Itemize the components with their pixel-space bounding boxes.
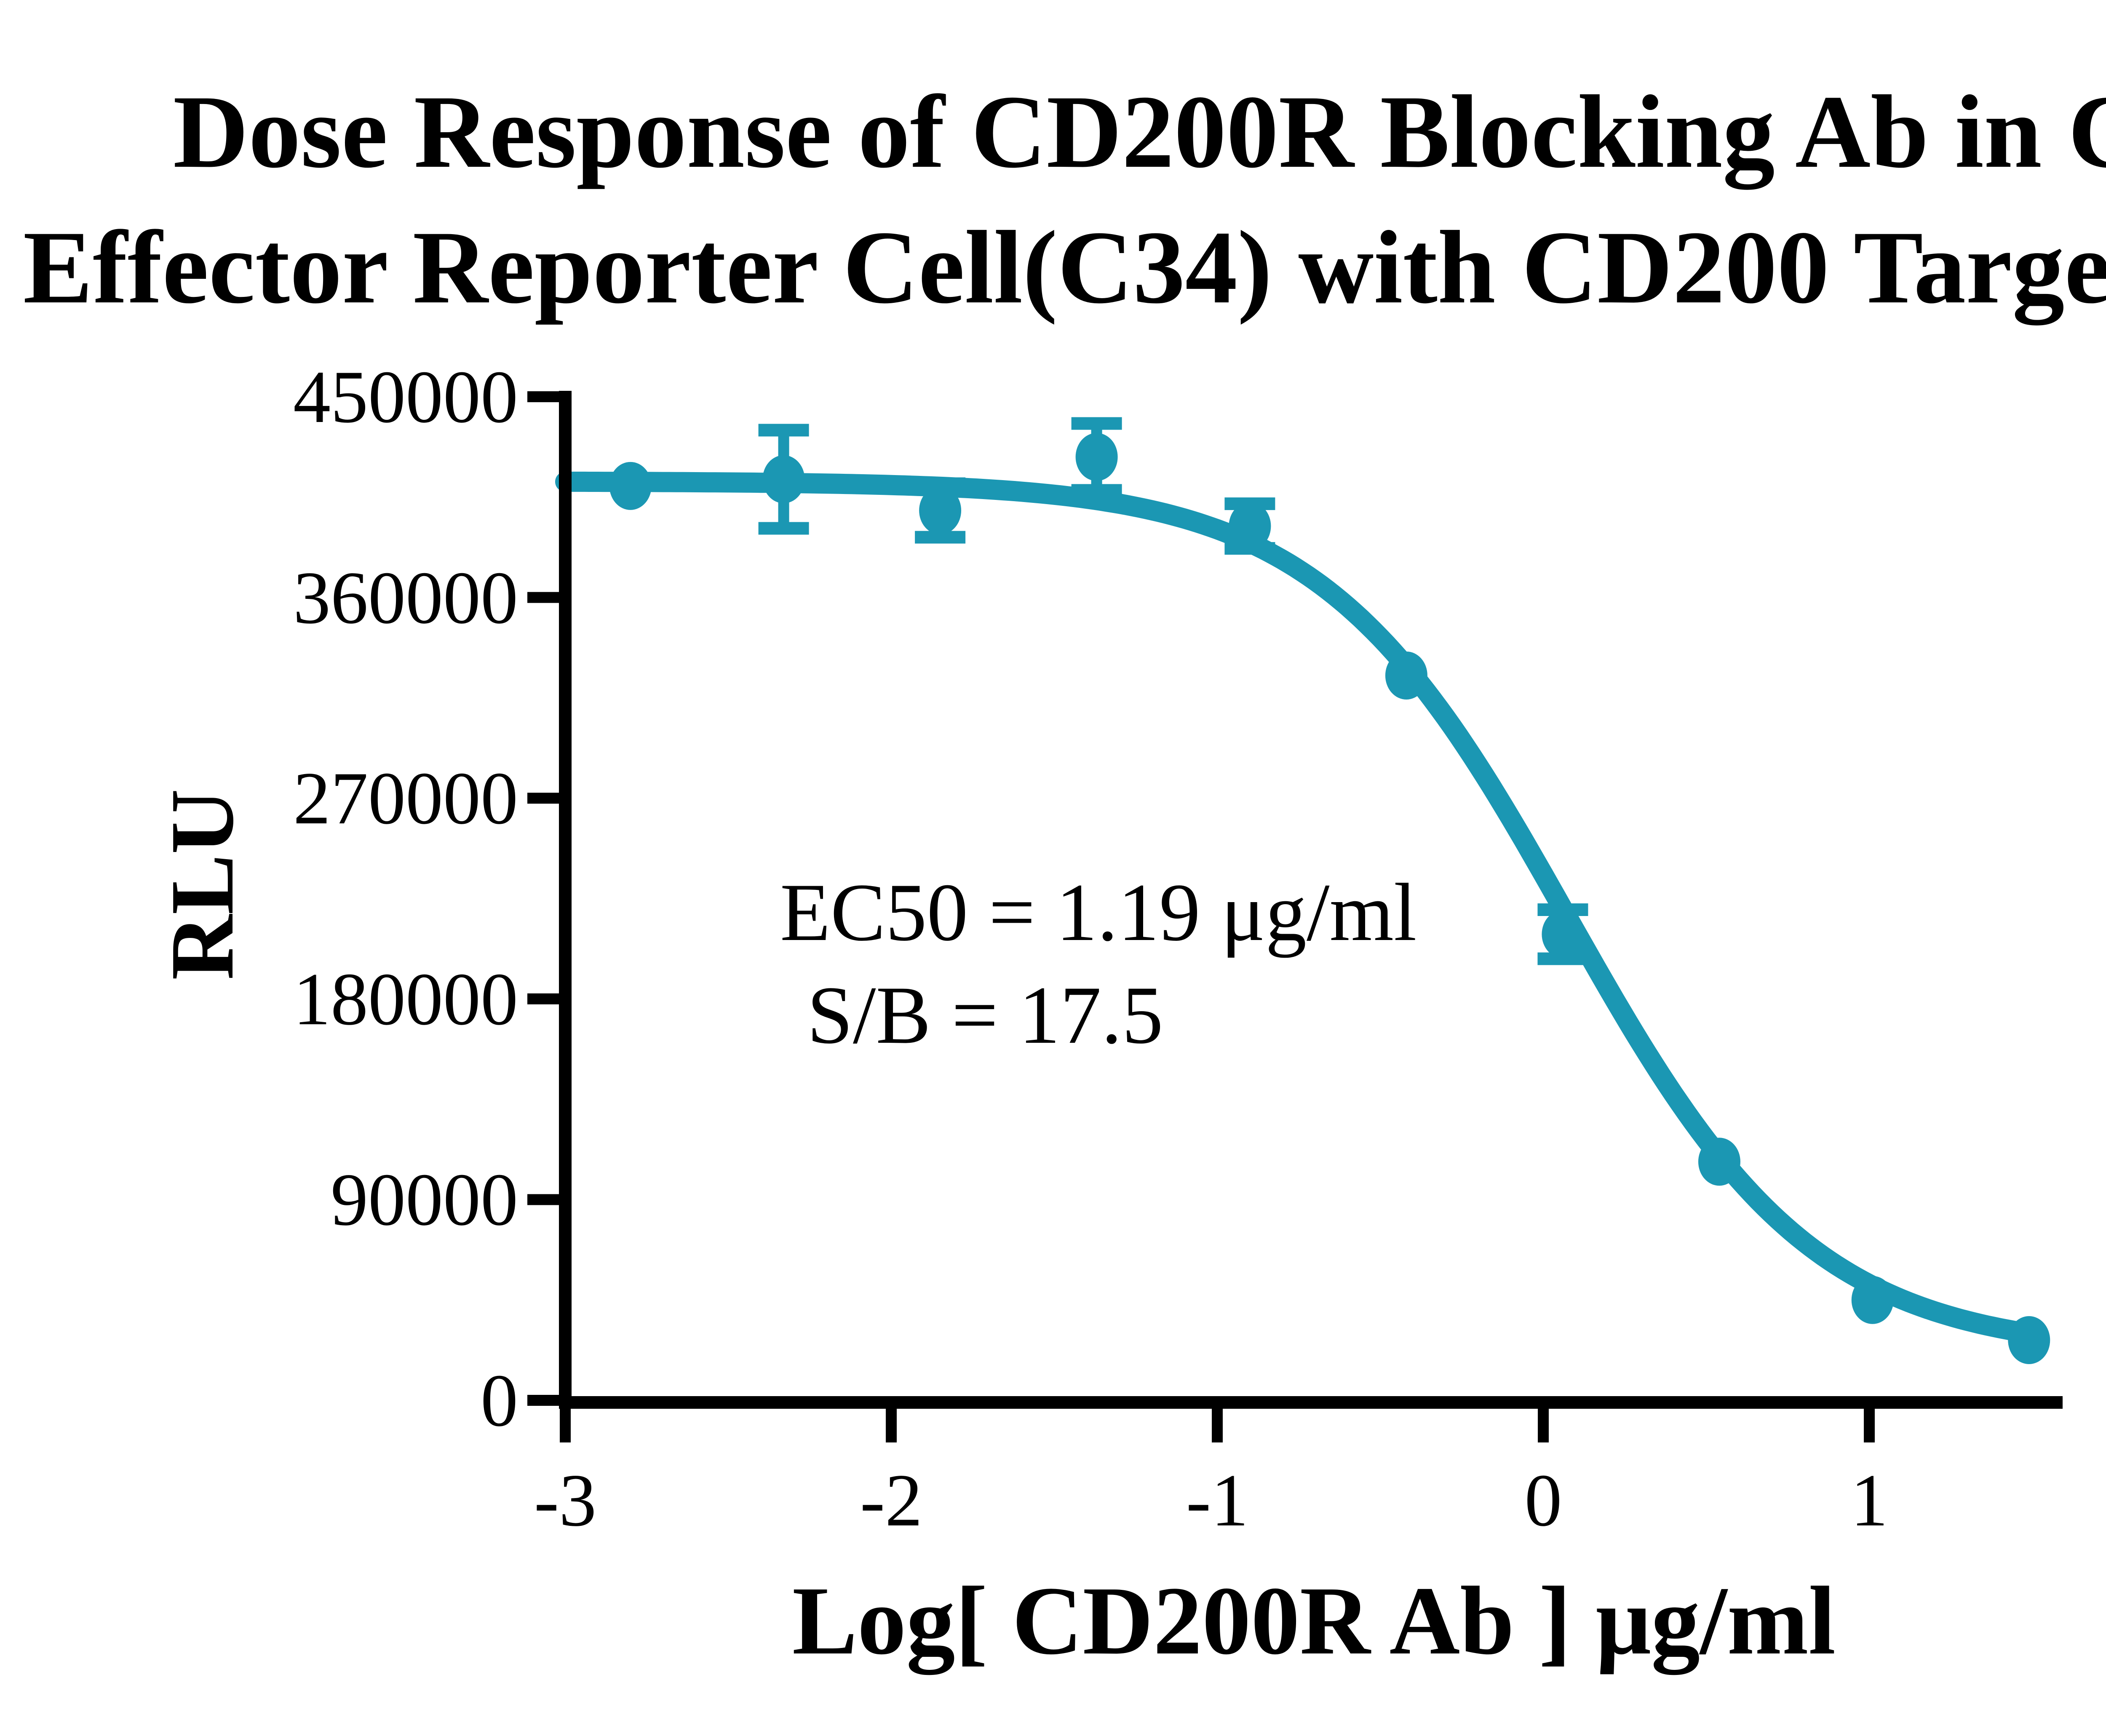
x-tick-label: -1: [1186, 1458, 1249, 1542]
x-axis-title: Log[ CD200R Ab ] μg/ml: [792, 1567, 1836, 1675]
chart-title-line-1: Dose Response of CD200R Blocking Ab in C…: [173, 74, 2106, 190]
data-point-marker: [1229, 502, 1271, 550]
data-point-marker: [2008, 1316, 2050, 1365]
data-point-marker: [1075, 433, 1118, 481]
x-tick-label: -3: [534, 1458, 597, 1542]
data-point-marker: [762, 455, 805, 503]
fit-curve: [555, 471, 2036, 1343]
x-tick-label: 0: [1524, 1458, 1562, 1542]
data-point-marker: [1851, 1276, 1894, 1324]
chart-title-line-2: Effector Reporter Cell(C34) with CD200 T…: [23, 209, 2106, 325]
y-tick-label: 450000: [293, 355, 518, 438]
x-tick-label: -2: [860, 1458, 923, 1542]
x-tick-label: 1: [1850, 1458, 1888, 1542]
ec50-annotation: EC50 = 1.19 μg/ml: [780, 867, 1417, 958]
y-tick-label: 90000: [331, 1158, 518, 1242]
y-tick-label: 270000: [293, 756, 518, 840]
y-tick-label: 180000: [293, 957, 518, 1041]
fit-curve-layer: [555, 471, 2036, 1343]
data-point-marker: [1542, 910, 1584, 959]
data-point-layer: [609, 433, 2050, 1365]
data-point-marker: [919, 486, 962, 535]
signal-background-annotation: S/B = 17.5: [807, 969, 1163, 1061]
axis-layer: [527, 391, 2063, 1442]
data-point-marker: [1698, 1138, 1740, 1186]
y-tick-label: 360000: [293, 556, 518, 639]
data-point-marker: [609, 462, 652, 510]
y-tick-label: 0: [481, 1359, 518, 1442]
data-point-marker: [1385, 651, 1427, 700]
